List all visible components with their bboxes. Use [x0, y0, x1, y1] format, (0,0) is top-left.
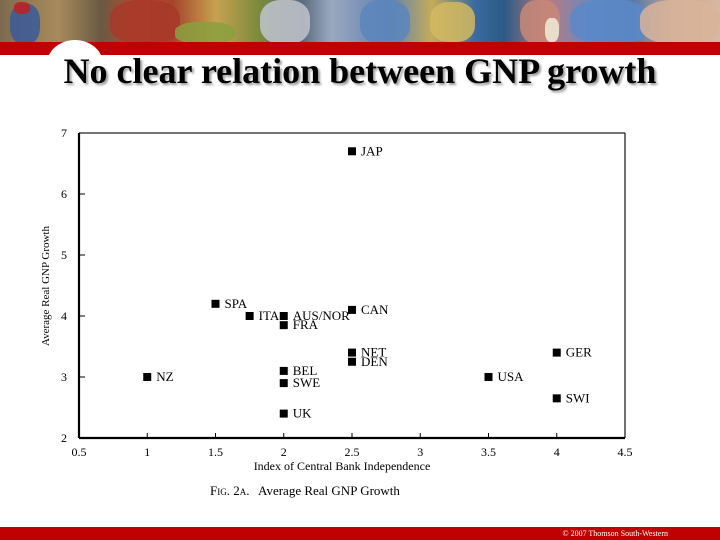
data-point-label: NZ — [156, 369, 173, 384]
banner-figure-shape — [430, 2, 475, 42]
data-point-jap: JAP — [348, 143, 383, 158]
x-axis-ticks: 0.5 1 1.5 2 2.5 3 3.5 4 4.5 — [72, 433, 633, 459]
square-marker-icon — [211, 299, 220, 308]
y-tick-label: 5 — [61, 248, 67, 262]
square-marker-icon — [143, 373, 152, 381]
y-tick-label: 3 — [61, 370, 67, 384]
data-point-uk: UK — [279, 406, 312, 421]
square-marker-icon — [484, 373, 493, 381]
header-photo-banner — [0, 0, 720, 42]
data-point-label: UK — [293, 406, 312, 421]
x-tick-label: 1 — [144, 445, 150, 459]
banner-figure-shape — [545, 18, 559, 42]
data-point-label: BEL — [293, 363, 318, 378]
data-point-ger: GER — [552, 345, 592, 360]
banner-figure-shape — [110, 0, 180, 42]
y-tick-label: 7 — [61, 126, 67, 140]
square-marker-icon — [279, 321, 288, 330]
data-point-den: DEN — [348, 354, 388, 369]
banner-figure-shape — [175, 22, 235, 42]
data-point-swe: SWE — [279, 375, 321, 390]
x-tick-label: 2.5 — [345, 445, 360, 459]
square-marker-icon — [552, 348, 561, 357]
square-marker-icon — [279, 312, 288, 320]
x-tick-label: 4 — [554, 445, 560, 459]
data-point-label: AUS/NOR — [293, 308, 350, 323]
data-point-label: SPA — [225, 296, 248, 311]
square-marker-icon — [279, 366, 288, 375]
square-marker-icon — [279, 409, 288, 418]
data-point-label: JAP — [361, 143, 383, 158]
banner-figure-shape — [14, 2, 30, 14]
data-point-fra: FRA — [279, 317, 319, 332]
data-point-spa: SPA — [211, 296, 248, 311]
data-point-label: GER — [566, 345, 592, 360]
figure-caption-text: Average Real GNP Growth — [258, 483, 400, 498]
y-tick-label: 2 — [61, 431, 67, 445]
figure-caption-prefix: Fig. 2a. — [210, 483, 249, 498]
x-tick-label: 0.5 — [72, 445, 87, 459]
square-marker-icon — [552, 394, 561, 403]
y-axis-label: Average Real GNP Growth — [40, 225, 52, 346]
figure-caption: Fig. 2a. Average Real GNP Growth — [210, 483, 400, 498]
data-point-can: CAN — [348, 302, 389, 317]
x-tick-label: 4.5 — [618, 445, 633, 459]
x-tick-label: 3 — [417, 445, 423, 459]
header-red-band — [0, 42, 720, 55]
square-marker-icon — [279, 379, 288, 388]
plot-frame — [77, 132, 626, 440]
data-point-nz: NZ — [143, 369, 174, 384]
banner-figure-shape — [260, 0, 310, 42]
data-point-label: SWI — [566, 390, 590, 405]
banner-figure-shape — [360, 0, 410, 42]
y-axis-ticks: 2 3 4 5 6 7 — [61, 126, 85, 445]
square-marker-icon — [348, 305, 356, 314]
square-marker-icon — [348, 348, 356, 357]
x-tick-label: 2 — [281, 445, 287, 459]
square-marker-icon — [348, 357, 356, 366]
x-axis-label: Index of Central Bank Independence — [254, 459, 431, 473]
data-point-swi: SWI — [552, 390, 590, 405]
data-point-label: ITA — [259, 308, 280, 323]
y-tick-label: 4 — [61, 309, 67, 323]
data-point-label: FRA — [293, 317, 319, 332]
banner-figure-shape — [570, 0, 650, 42]
copyright-text: © 2007 Thomson South-Western — [562, 529, 668, 538]
x-tick-label: 3.5 — [481, 445, 496, 459]
footer-red-band: © 2007 Thomson South-Western — [0, 527, 720, 540]
data-point-bel: BEL — [279, 363, 318, 378]
banner-figure-shape — [640, 0, 720, 42]
data-point-label: DEN — [361, 354, 388, 369]
header-white-bump — [47, 40, 103, 80]
slide-title: No clear relation between GNP growth — [63, 51, 657, 91]
data-point-net: NET — [348, 345, 386, 360]
data-point-label: NET — [361, 345, 386, 360]
data-point-aus-nor: AUS/NOR — [279, 308, 350, 323]
data-point-label: SWE — [293, 375, 321, 390]
data-point-ita: ITA — [245, 308, 280, 323]
data-point-label: USA — [498, 369, 525, 384]
square-marker-icon — [245, 312, 254, 320]
data-point-label: CAN — [361, 302, 389, 317]
data-point-usa: USA — [484, 369, 525, 384]
x-tick-label: 1.5 — [208, 445, 223, 459]
y-tick-label: 6 — [61, 187, 67, 201]
square-marker-icon — [348, 147, 356, 156]
